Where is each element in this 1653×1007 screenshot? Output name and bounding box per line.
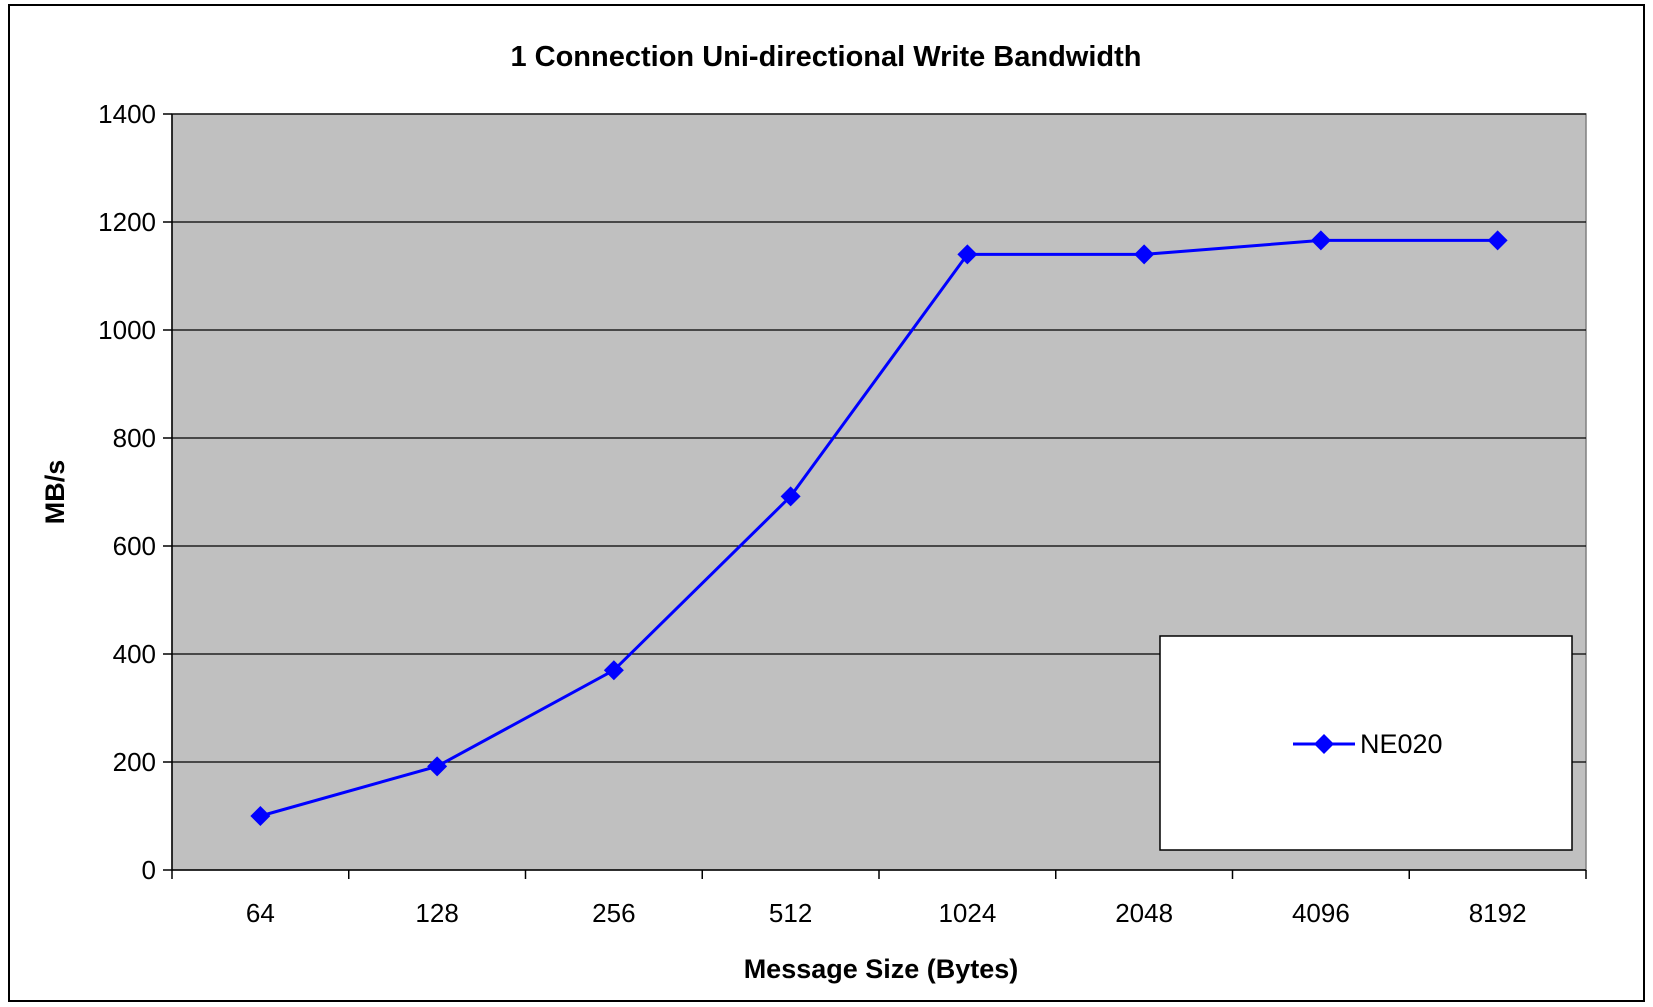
x-tick-label: 8192 — [1469, 898, 1527, 928]
y-tick-label: 800 — [113, 423, 156, 453]
x-tick-labels: 64 128 256 512 1024 2048 4096 8192 — [246, 898, 1527, 928]
data-point-marker — [427, 756, 448, 777]
data-point-marker — [603, 660, 624, 681]
y-tick-label: 600 — [113, 531, 156, 561]
x-tick-label: 256 — [592, 898, 635, 928]
legend-box — [1159, 635, 1573, 851]
axes — [163, 113, 1587, 879]
gridlines — [172, 113, 1586, 763]
x-tick-label: 4096 — [1292, 898, 1350, 928]
x-tick-label: 128 — [415, 898, 458, 928]
legend-label: NE020 — [1360, 729, 1443, 759]
series-group — [250, 230, 1508, 826]
y-tick-label: 200 — [113, 747, 156, 777]
y-tick-label: 1200 — [98, 207, 156, 237]
data-point-marker — [1310, 230, 1331, 251]
x-axis-title: Message Size (Bytes) — [744, 954, 1019, 984]
legend: NE020 — [1159, 635, 1573, 851]
y-tick-label: 400 — [113, 639, 156, 669]
y-axis-title: MB/s — [40, 460, 70, 525]
data-point-marker — [1487, 230, 1508, 251]
y-tick-label: 0 — [142, 855, 156, 885]
data-point-marker — [1134, 244, 1155, 265]
series-line — [259, 238, 1498, 818]
y-tick-label: 1400 — [98, 99, 156, 129]
chart-title: 1 Connection Uni-directional Write Bandw… — [510, 41, 1141, 73]
x-tick-label: 512 — [769, 898, 812, 928]
x-tick-label: 2048 — [1115, 898, 1173, 928]
legend-marker — [1314, 734, 1334, 754]
y-tick-labels: 0 200 400 600 800 1000 1200 1400 — [98, 99, 156, 885]
x-tick-label: 64 — [246, 898, 275, 928]
x-tick-label: 1024 — [938, 898, 996, 928]
data-point-marker — [250, 806, 271, 826]
data-point-marker — [957, 244, 978, 265]
data-point-marker — [780, 486, 801, 507]
y-tick-label: 1000 — [98, 315, 156, 345]
